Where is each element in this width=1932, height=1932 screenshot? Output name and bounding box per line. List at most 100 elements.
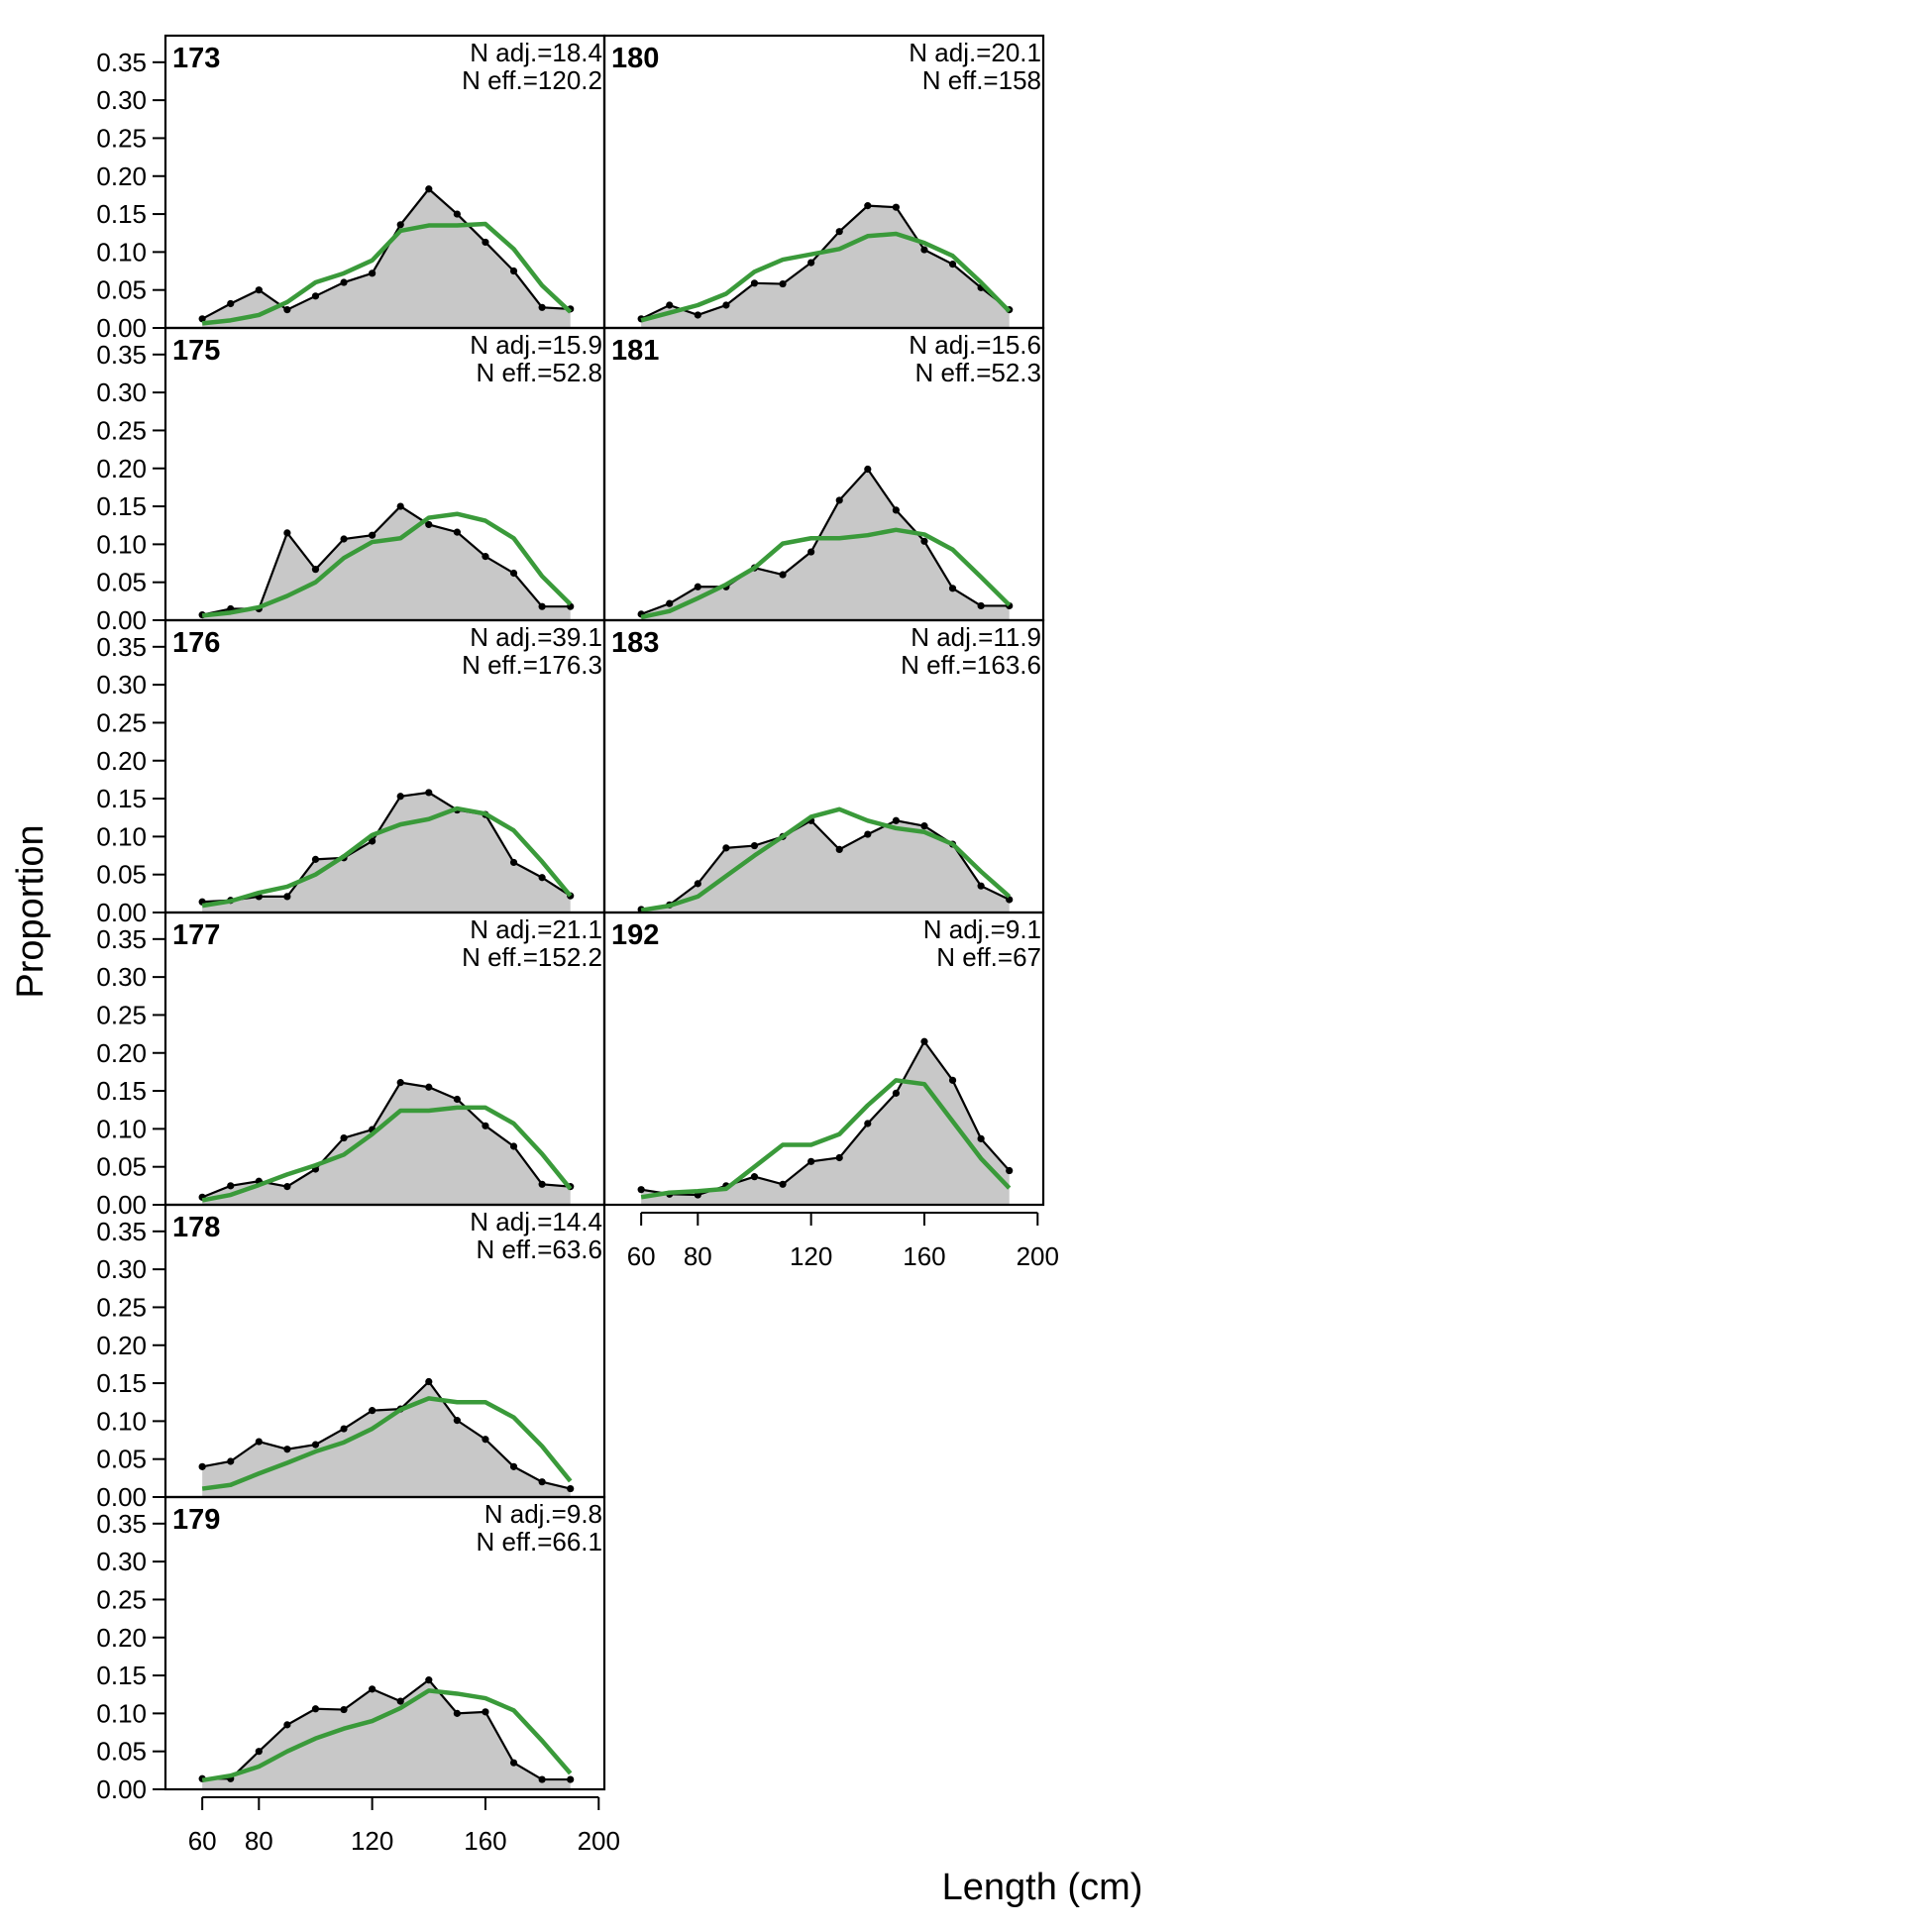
observed-point <box>283 1183 291 1191</box>
y-tick-label: 0.00 <box>96 313 147 343</box>
observed-point <box>835 1153 843 1162</box>
observed-point <box>198 315 206 323</box>
y-tick-label: 0.20 <box>96 454 147 483</box>
panel-id-label: 178 <box>172 1212 220 1243</box>
observed-point <box>396 1697 404 1705</box>
observed-line <box>640 467 1010 615</box>
observed-point <box>892 203 900 211</box>
panel-id-label: 183 <box>611 627 659 659</box>
observed-point <box>482 1122 489 1129</box>
observed-point <box>977 1134 985 1142</box>
observed-point <box>538 1775 546 1783</box>
panel-id-label: 179 <box>172 1504 220 1536</box>
panel-176: 176 N adj.=39.1N eff.=176.3 0.00 0.05 0.10 0.… <box>96 618 606 927</box>
y-tick-label: 0.35 <box>96 1217 147 1246</box>
panel-frame <box>602 911 1045 1207</box>
y-tick-label: 0.05 <box>96 1152 147 1182</box>
observed-line <box>202 1678 571 1781</box>
observed-point <box>948 585 957 592</box>
observed-point <box>1006 1166 1014 1175</box>
observed-point <box>722 301 730 309</box>
expected-line <box>640 806 1012 912</box>
observed-point <box>835 845 843 854</box>
observed-point <box>340 1133 348 1142</box>
observed-point <box>538 1478 546 1486</box>
observed-point <box>482 1708 489 1716</box>
observed-point <box>509 1462 518 1470</box>
observed-area <box>202 188 571 328</box>
observed-point <box>509 1759 518 1767</box>
y-tick-label: 0.10 <box>96 529 147 559</box>
y-tick-label: 0.30 <box>96 962 147 992</box>
y-tick-label: 0.35 <box>96 340 147 370</box>
observed-point <box>283 306 291 314</box>
observed-point <box>892 506 900 514</box>
observed-point <box>283 529 291 537</box>
y-tick-label: 0.35 <box>96 1509 147 1539</box>
x-tick-label: 120 <box>790 1241 832 1271</box>
n-adj-label: N adj.=39.1 <box>470 622 602 652</box>
x-tick-label: 160 <box>464 1826 506 1856</box>
panels-layer: 173 N adj.=18.4N eff.=120.2 0.00 0.05 0.10 0.… <box>96 34 1059 1856</box>
observed-point <box>694 583 701 590</box>
observed-point <box>453 1417 461 1425</box>
panel-181: 181 N adj.=15.6N eff.=52.3 <box>602 326 1045 622</box>
y-tick-label: 0.10 <box>96 237 147 267</box>
expected-line <box>201 1105 573 1203</box>
observed-point <box>948 1076 957 1084</box>
observed-point <box>509 858 518 867</box>
observed-point <box>694 311 701 319</box>
observed-point <box>425 789 433 797</box>
observed-point <box>340 535 348 543</box>
observed-point <box>864 202 872 210</box>
observed-point <box>509 1142 518 1150</box>
panel-id-label: 180 <box>611 43 659 74</box>
panel-177: 177 N adj.=21.1N eff.=152.2 0.00 0.05 0.10 0.… <box>96 911 606 1220</box>
observed-point <box>453 1095 461 1104</box>
observed-point <box>567 1484 575 1493</box>
panel-178: 178 N adj.=14.4N eff.=63.6 0.00 0.05 0.10 0.1… <box>96 1203 606 1512</box>
x-tick-label: 200 <box>1017 1241 1059 1271</box>
observed-point <box>311 1705 320 1713</box>
observed-point <box>227 1457 235 1465</box>
x-tick-label: 120 <box>351 1826 393 1856</box>
y-tick-label: 0.30 <box>96 1254 147 1284</box>
panel-id-label: 176 <box>172 627 220 659</box>
y-tick-label: 0.00 <box>96 605 147 635</box>
y-tick-label: 0.15 <box>96 1661 147 1690</box>
observed-point <box>509 569 518 578</box>
n-adj-label: N adj.=14.4 <box>470 1207 602 1236</box>
observed-point <box>369 531 376 539</box>
y-tick-label: 0.00 <box>96 898 147 927</box>
y-tick-label: 0.10 <box>96 821 147 851</box>
y-tick-label: 0.10 <box>96 1406 147 1436</box>
observed-point <box>538 303 546 311</box>
y-tick-label: 0.25 <box>96 707 147 737</box>
observed-point <box>311 566 320 574</box>
y-tick-label: 0.30 <box>96 377 147 407</box>
y-tick-label: 0.00 <box>96 1482 147 1512</box>
observed-point <box>396 1079 404 1087</box>
y-tick-label: 0.15 <box>96 784 147 813</box>
expected-line <box>201 1688 573 1783</box>
observed-point <box>864 830 872 838</box>
observed-point <box>482 1436 489 1444</box>
observed-point <box>453 528 461 536</box>
observed-point <box>750 1173 759 1181</box>
y-tick-label: 0.00 <box>96 1774 147 1804</box>
observed-point <box>977 882 985 890</box>
y-tick-label: 0.20 <box>96 1331 147 1360</box>
observed-point <box>538 1180 546 1188</box>
observed-point <box>948 261 957 268</box>
observed-line <box>201 504 571 616</box>
panel-frame <box>163 1495 606 1791</box>
n-eff-label: N eff.=120.2 <box>462 65 602 95</box>
y-tick-label: 0.00 <box>96 1190 147 1220</box>
observed-point <box>453 1709 461 1717</box>
panel-179: 179 N adj.=9.8N eff.=66.1 0.00 0.05 0.10 0.15… <box>96 1495 620 1856</box>
panel-173: 173 N adj.=18.4N eff.=120.2 0.00 0.05 0.10 0.… <box>96 34 606 343</box>
observed-point <box>666 301 674 309</box>
y-tick-label: 0.15 <box>96 491 147 521</box>
y-tick-label: 0.25 <box>96 1000 147 1029</box>
observed-point <box>311 855 320 863</box>
